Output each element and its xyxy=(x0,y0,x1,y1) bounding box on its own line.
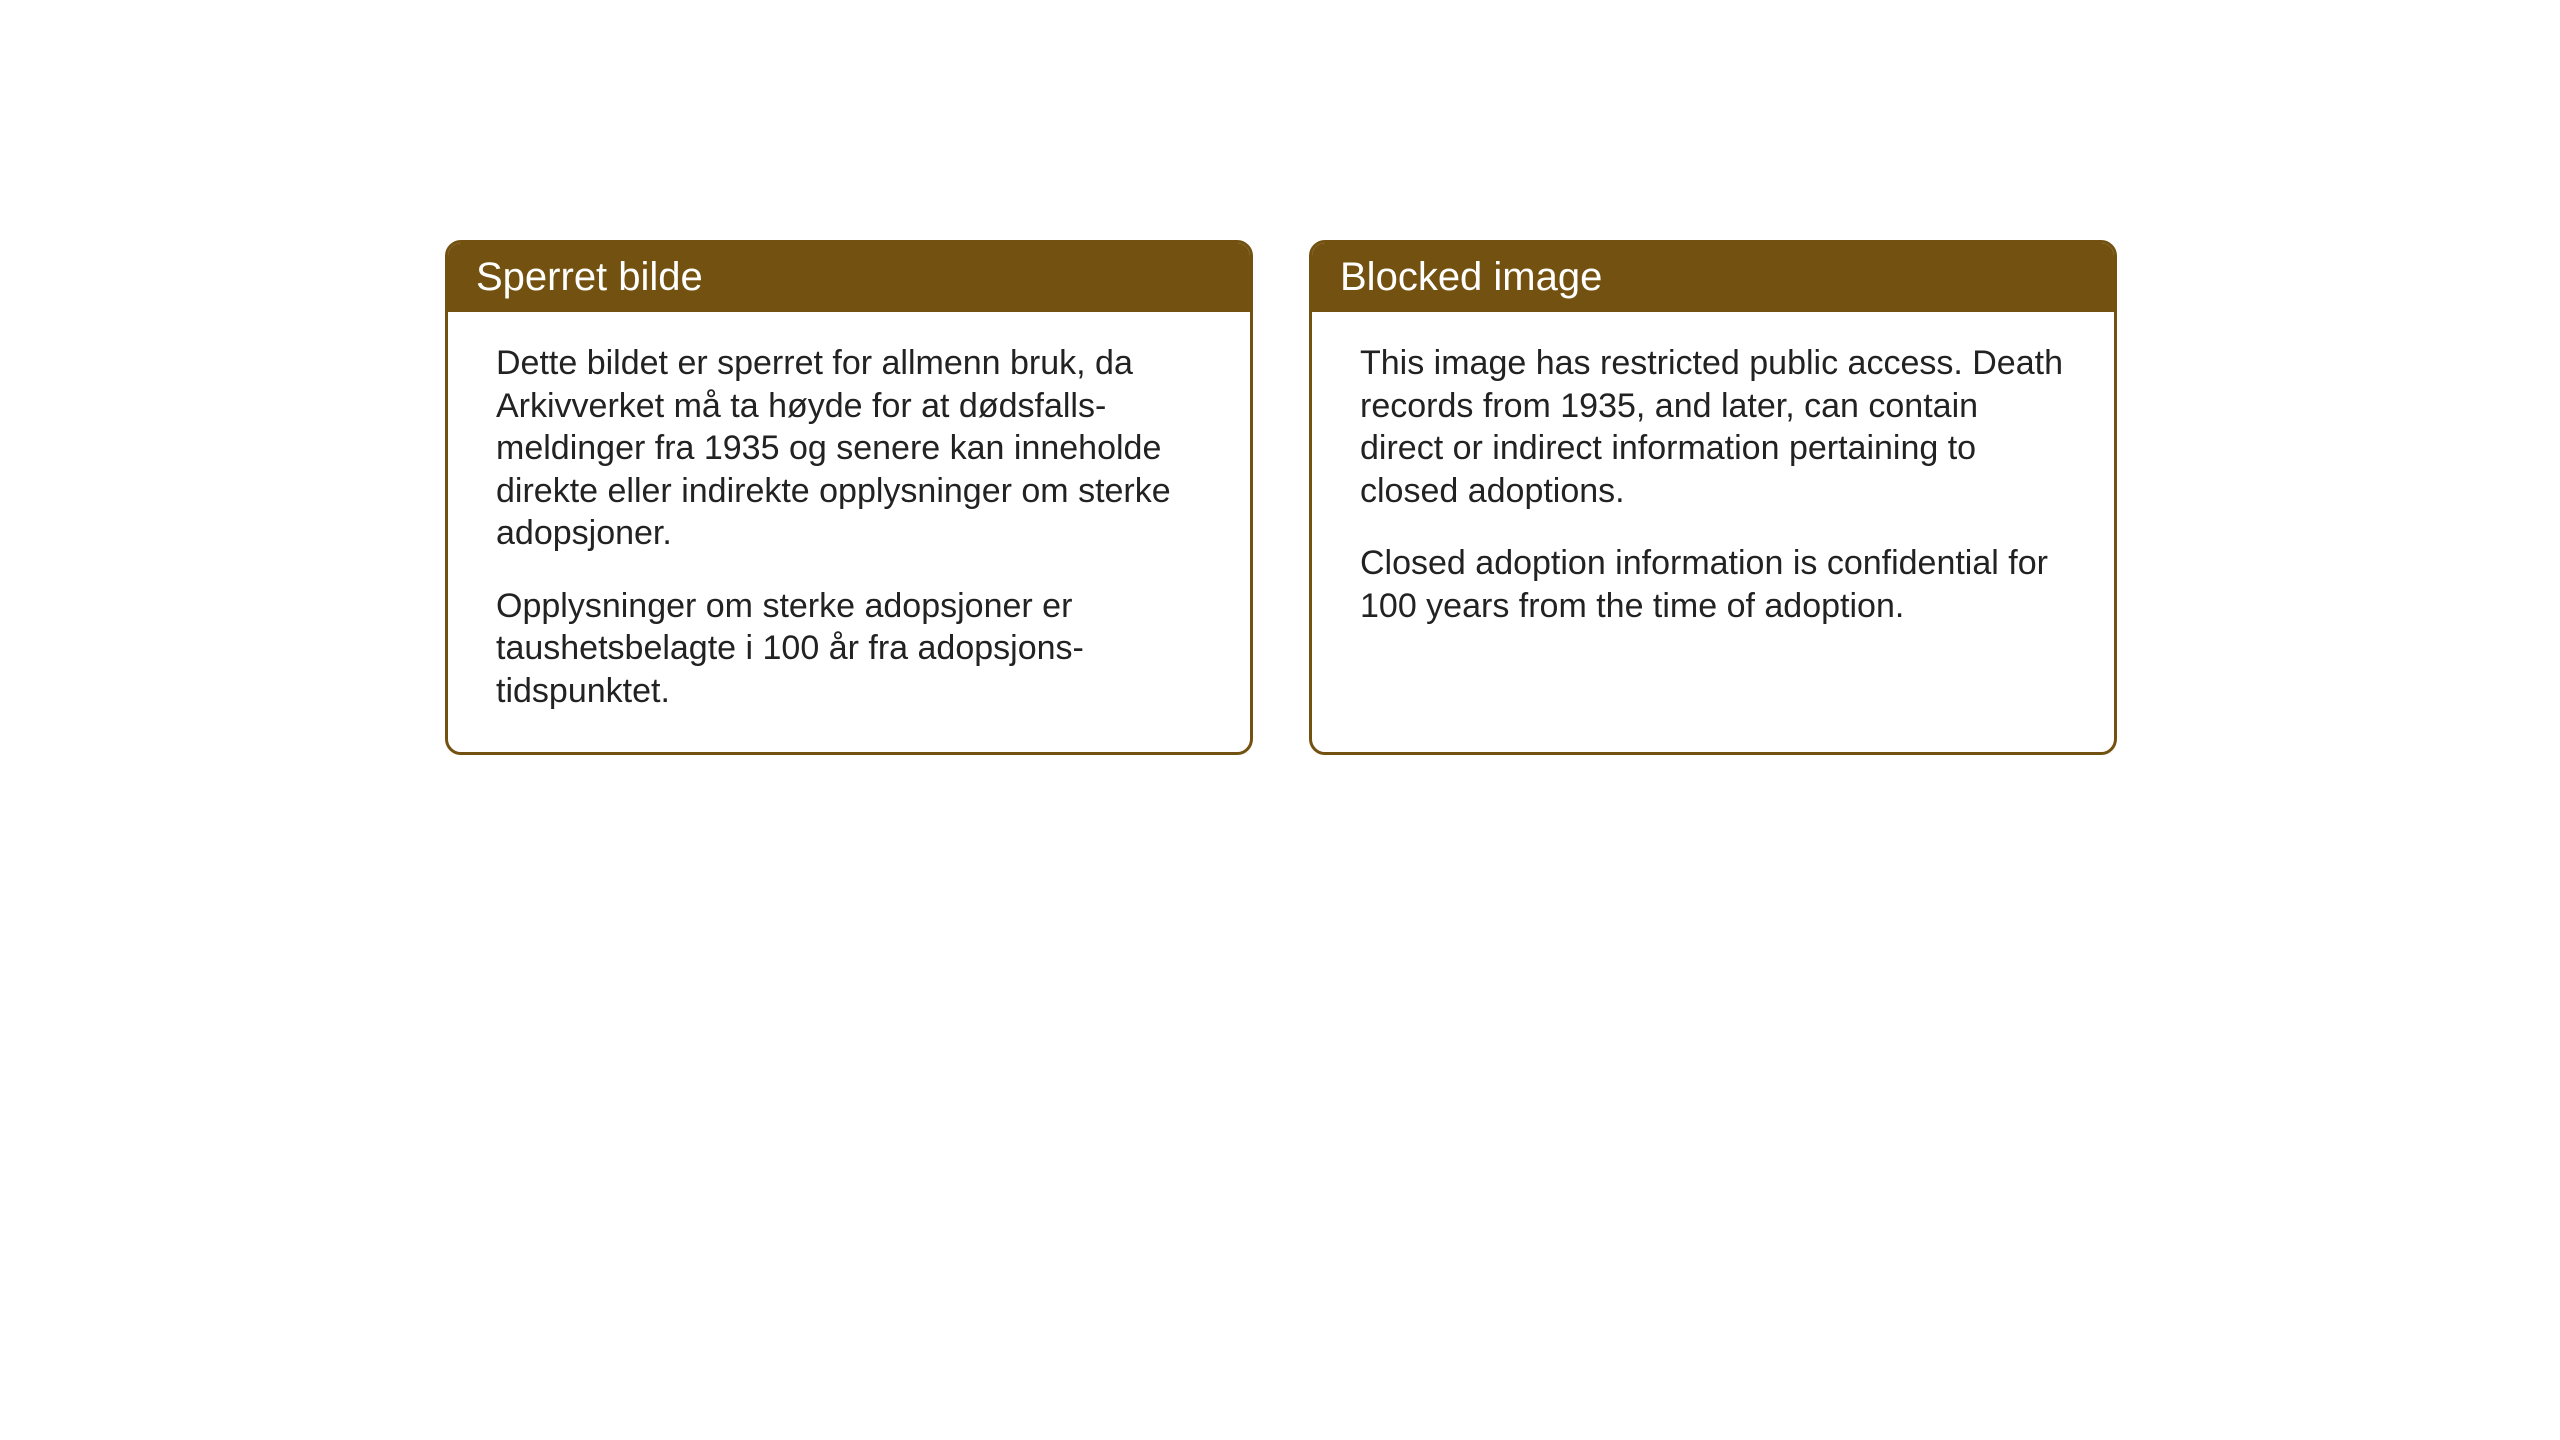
norwegian-card-header: Sperret bilde xyxy=(448,243,1250,312)
english-card-body: This image has restricted public access.… xyxy=(1312,312,2114,667)
norwegian-paragraph-1: Dette bildet er sperret for allmenn bruk… xyxy=(496,342,1202,555)
english-notice-card: Blocked image This image has restricted … xyxy=(1309,240,2117,755)
english-paragraph-1: This image has restricted public access.… xyxy=(1360,342,2066,512)
norwegian-paragraph-2: Opplysninger om sterke adopsjoner er tau… xyxy=(496,585,1202,713)
norwegian-notice-card: Sperret bilde Dette bildet er sperret fo… xyxy=(445,240,1253,755)
english-card-title: Blocked image xyxy=(1340,255,1602,299)
english-paragraph-2: Closed adoption information is confident… xyxy=(1360,542,2066,627)
norwegian-card-body: Dette bildet er sperret for allmenn bruk… xyxy=(448,312,1250,752)
notice-container: Sperret bilde Dette bildet er sperret fo… xyxy=(445,240,2117,755)
norwegian-card-title: Sperret bilde xyxy=(476,255,703,299)
english-card-header: Blocked image xyxy=(1312,243,2114,312)
